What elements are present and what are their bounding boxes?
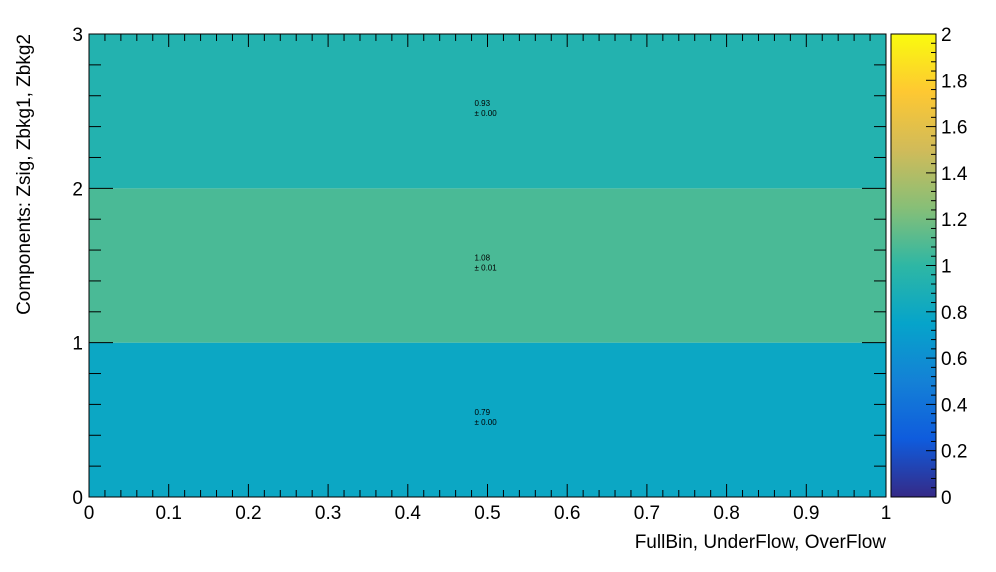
heatmap-cell bbox=[89, 188, 886, 343]
colorbar-tick-label: 0.6 bbox=[941, 349, 967, 370]
cell-error-label: ± 0.00 bbox=[475, 109, 498, 118]
x-tick-label: 0 bbox=[84, 503, 95, 524]
x-tick-label: 1 bbox=[881, 503, 892, 524]
y-tick-label: 3 bbox=[72, 25, 83, 46]
heatmap-cell bbox=[89, 342, 886, 497]
colorbar-tick-label: 1.2 bbox=[941, 210, 967, 231]
colorbar-tick-label: 1.4 bbox=[941, 164, 968, 185]
y-tick-label: 1 bbox=[72, 334, 83, 355]
heatmap-cells bbox=[89, 34, 886, 497]
heatmap-cell bbox=[89, 34, 886, 189]
colorbar-tick-label: 1.6 bbox=[941, 118, 967, 139]
cell-value-label: 1.08 bbox=[475, 254, 491, 263]
colorbar-tick-label: 2 bbox=[941, 25, 952, 46]
x-tick-label: 0.2 bbox=[235, 503, 261, 524]
colorbar-tick-label: 0.8 bbox=[941, 303, 967, 324]
y-axis-title: Components: Zsig, Zbkg1, Zbkg2 bbox=[14, 34, 35, 315]
y-tick-label: 2 bbox=[72, 179, 83, 200]
y-tick-label: 0 bbox=[72, 488, 83, 509]
cell-value-labels: 0.79± 0.001.08± 0.010.93± 0.00 bbox=[475, 99, 498, 427]
cell-value-label: 0.93 bbox=[475, 99, 491, 108]
x-tick-label: 0.1 bbox=[155, 503, 181, 524]
x-axis-title: FullBin, UnderFlow, OverFlow bbox=[635, 532, 887, 553]
x-tick-label: 0.3 bbox=[315, 503, 341, 524]
cell-error-label: ± 0.00 bbox=[475, 418, 498, 427]
colorbar-tick-label: 0.4 bbox=[941, 395, 968, 416]
x-tick-label: 0.5 bbox=[474, 503, 500, 524]
x-axis: 0 0.1 0.2 0.3 0.4 0.5 0.6 0.7 0.8 0.9 1 bbox=[84, 34, 892, 524]
colorbar-tick-label: 0 bbox=[941, 488, 952, 509]
y-axis: 0 1 2 3 bbox=[72, 25, 886, 509]
colorbar-tick-label: 1 bbox=[941, 257, 952, 278]
x-tick-label: 0.6 bbox=[554, 503, 580, 524]
x-tick-label: 0.4 bbox=[395, 503, 422, 524]
x-tick-label: 0.7 bbox=[634, 503, 660, 524]
colorbar-tick-label: 0.2 bbox=[941, 442, 967, 463]
x-tick-label: 0.8 bbox=[713, 503, 739, 524]
colorbar-axis: 0 0.2 0.4 0.6 0.8 1 1.2 1.4 1.6 1.8 2 bbox=[926, 25, 968, 509]
cell-value-label: 0.79 bbox=[475, 408, 491, 417]
colorbar-tick-label: 1.8 bbox=[941, 71, 967, 92]
cell-error-label: ± 0.01 bbox=[475, 264, 498, 273]
x-tick-label: 0.9 bbox=[793, 503, 819, 524]
